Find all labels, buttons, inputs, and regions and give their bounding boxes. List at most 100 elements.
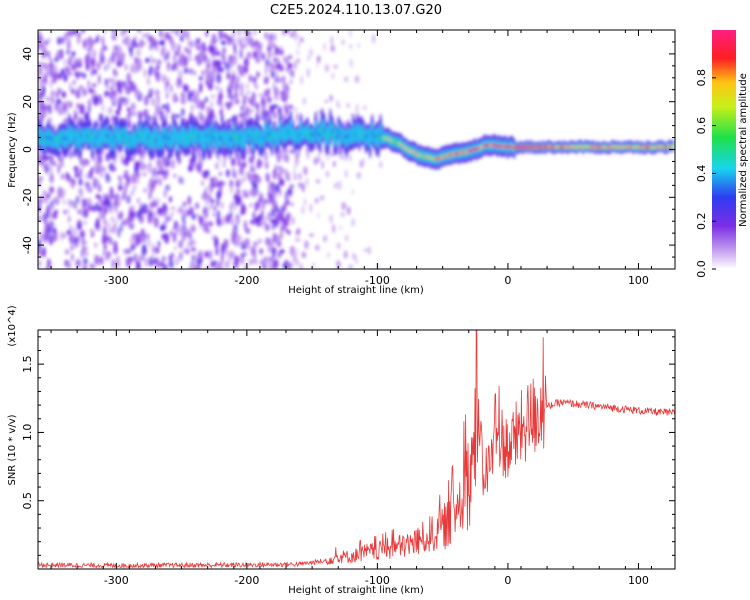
noise-speck (97, 94, 102, 104)
noise-speck (63, 73, 68, 82)
noise-speck (128, 222, 135, 230)
noise-speck (132, 210, 136, 218)
noise-speck (315, 62, 320, 68)
noise-speck (200, 99, 205, 111)
noise-speck (196, 60, 202, 66)
noise-speck (72, 30, 78, 36)
noise-speck (78, 85, 84, 91)
colorbar-gradient (712, 30, 736, 269)
noise-speck (122, 80, 128, 87)
noise-speck (272, 104, 278, 109)
noise-speck (42, 62, 47, 67)
noise-speck (224, 260, 230, 269)
noise-speck (152, 183, 156, 190)
noise-speck (191, 97, 196, 103)
noise-speck (272, 189, 278, 199)
noise-speck (75, 88, 80, 99)
noise-speck (266, 96, 273, 104)
noise-speck (312, 262, 315, 268)
noise-speck (57, 164, 60, 174)
noise-speck (172, 93, 177, 104)
noise-speck (284, 56, 288, 66)
noise-speck (116, 254, 120, 264)
noise-speck (239, 177, 244, 185)
noise-speck (158, 161, 163, 171)
noise-speck (84, 54, 89, 64)
noise-speck (232, 85, 238, 91)
noise-speck (143, 188, 147, 193)
noise-speck (111, 78, 117, 89)
noise-speck (188, 265, 194, 269)
noise-speck (57, 37, 61, 45)
noise-speck (205, 96, 208, 103)
noise-speck (225, 102, 230, 107)
noise-speck (156, 170, 162, 175)
noise-speck (223, 155, 227, 163)
noise-speck (244, 239, 249, 246)
noise-speck (193, 70, 197, 76)
noise-speck (171, 63, 175, 72)
noise-speck (136, 210, 141, 219)
noise-speck (223, 32, 227, 40)
noise-speck (180, 108, 185, 117)
noise-speck (195, 96, 199, 103)
noise-speck (285, 201, 290, 206)
noise-speck (133, 253, 138, 263)
noise-speck (222, 181, 226, 186)
noise-speck (287, 62, 293, 69)
noise-speck (220, 40, 227, 45)
noise-speck (236, 30, 242, 37)
noise-speck (148, 191, 153, 200)
noise-speck (95, 194, 101, 199)
noise-speck (78, 178, 83, 186)
noise-speck (164, 81, 168, 93)
noise-speck (245, 106, 249, 116)
noise-speck (165, 102, 170, 113)
noise-speck (210, 94, 215, 99)
noise-speck (238, 113, 243, 118)
noise-speck (54, 102, 59, 112)
noise-speck (283, 90, 289, 102)
noise-speck (92, 39, 98, 44)
x-tick-label: -100 (365, 274, 390, 287)
noise-speck (152, 215, 156, 224)
noise-speck (66, 50, 70, 55)
noise-speck (346, 102, 350, 108)
x-tick-label: -200 (234, 574, 259, 587)
noise-speck (131, 111, 137, 117)
noise-speck (264, 153, 269, 165)
y-tick-label: 1.0 (21, 424, 34, 442)
noise-speck (244, 64, 249, 74)
noise-speck (220, 254, 224, 265)
noise-speck (122, 189, 126, 200)
noise-speck (368, 246, 371, 255)
noise-speck (40, 40, 46, 51)
noise-speck (263, 256, 270, 262)
noise-speck (333, 182, 337, 189)
noise-speck (344, 76, 349, 83)
noise-speck (189, 39, 193, 49)
noise-speck (64, 249, 70, 255)
noise-speck (240, 105, 244, 112)
noise-speck (73, 204, 78, 210)
noise-speck (349, 58, 354, 68)
noise-speck (180, 97, 187, 105)
noise-speck (293, 173, 298, 181)
noise-speck (315, 159, 320, 164)
noise-speck (167, 34, 171, 40)
noise-speck (129, 81, 135, 92)
noise-speck (42, 246, 46, 258)
noise-speck (139, 202, 144, 208)
noise-speck (200, 218, 204, 228)
noise-speck (294, 33, 297, 42)
noise-speck (343, 250, 348, 259)
noise-speck (250, 159, 254, 164)
noise-speck (120, 153, 124, 164)
noise-speck (250, 219, 254, 225)
noise-speck (178, 224, 184, 236)
noise-speck (86, 45, 92, 53)
noise-speck (154, 246, 160, 254)
noise-speck (132, 204, 136, 212)
noise-speck (50, 90, 55, 97)
noise-speck (323, 42, 326, 51)
